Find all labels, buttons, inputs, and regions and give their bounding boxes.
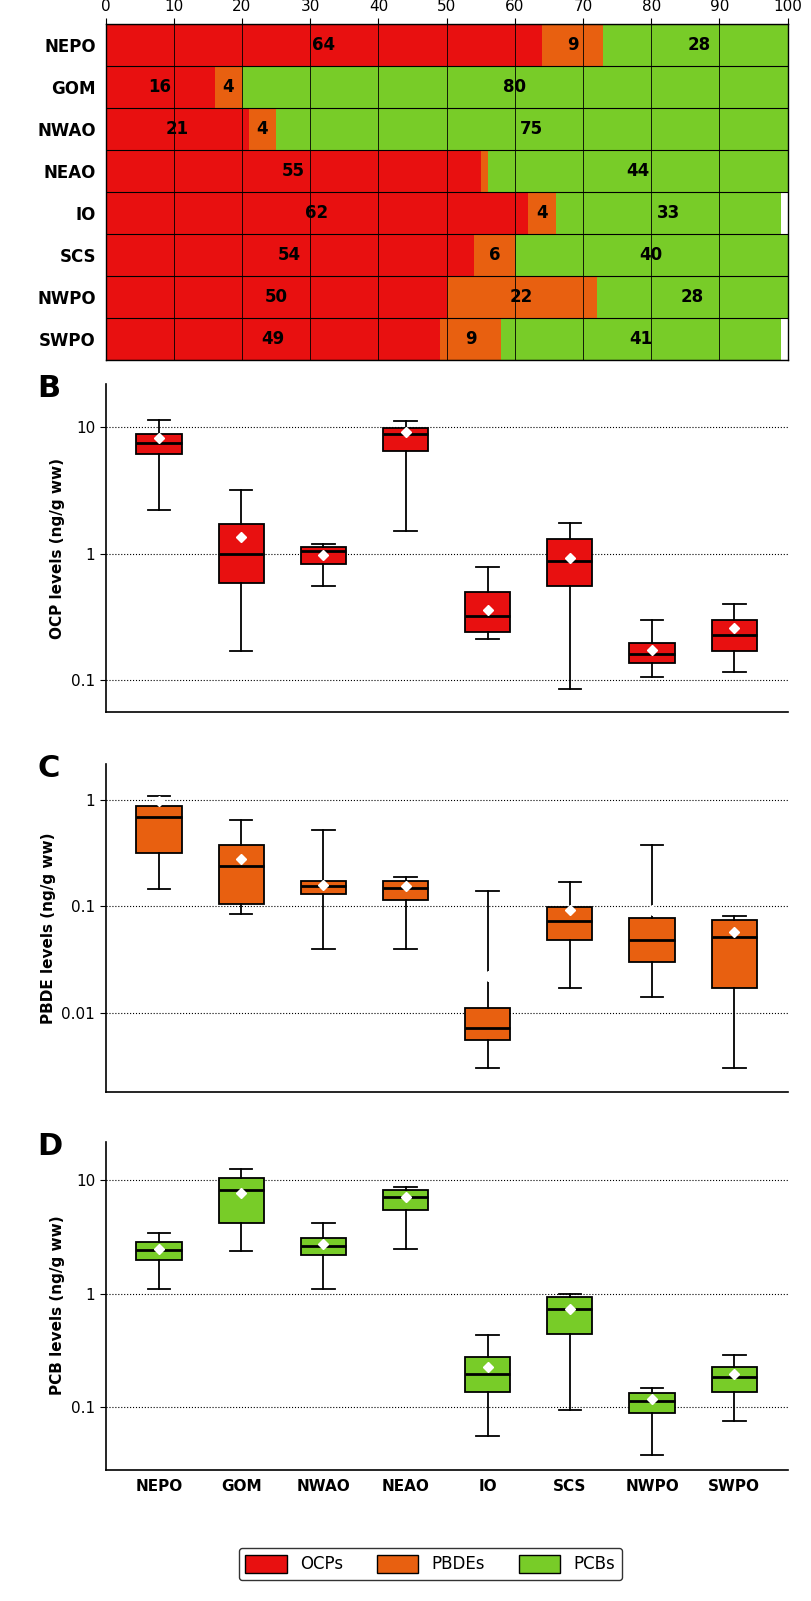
Text: 80: 80 bbox=[503, 78, 526, 96]
Text: 50: 50 bbox=[264, 288, 287, 306]
Text: 54: 54 bbox=[278, 247, 301, 264]
Text: 44: 44 bbox=[625, 162, 649, 179]
Legend: OCPs, PBDEs, PCBs: OCPs, PBDEs, PCBs bbox=[238, 1548, 621, 1580]
PathPatch shape bbox=[629, 644, 674, 663]
Text: 21: 21 bbox=[165, 120, 188, 138]
PathPatch shape bbox=[383, 1190, 427, 1210]
Text: 28: 28 bbox=[680, 288, 703, 306]
Bar bbox=[603, 24, 793, 66]
Text: 22: 22 bbox=[509, 288, 533, 306]
Text: 16: 16 bbox=[148, 78, 171, 96]
Bar bbox=[276, 109, 787, 150]
Text: 55: 55 bbox=[281, 162, 304, 179]
PathPatch shape bbox=[300, 1238, 345, 1255]
PathPatch shape bbox=[710, 1367, 756, 1393]
Text: 49: 49 bbox=[260, 330, 284, 347]
Text: B: B bbox=[37, 375, 60, 403]
Text: 4: 4 bbox=[535, 205, 547, 223]
PathPatch shape bbox=[218, 525, 264, 583]
PathPatch shape bbox=[136, 434, 182, 453]
Text: 41: 41 bbox=[629, 330, 652, 347]
Bar bbox=[440, 319, 500, 360]
Text: 64: 64 bbox=[312, 37, 335, 54]
Y-axis label: OCP levels (ng/g ww): OCP levels (ng/g ww) bbox=[50, 458, 66, 639]
Bar bbox=[105, 319, 440, 360]
PathPatch shape bbox=[465, 1358, 509, 1393]
Text: 75: 75 bbox=[520, 120, 543, 138]
PathPatch shape bbox=[300, 548, 345, 565]
PathPatch shape bbox=[383, 881, 427, 900]
PathPatch shape bbox=[300, 881, 345, 895]
PathPatch shape bbox=[629, 917, 674, 962]
Bar bbox=[214, 66, 242, 109]
Bar bbox=[542, 24, 603, 66]
Bar bbox=[105, 109, 248, 150]
PathPatch shape bbox=[547, 1297, 592, 1334]
Bar bbox=[446, 275, 596, 319]
Bar bbox=[105, 192, 528, 234]
PathPatch shape bbox=[710, 620, 756, 650]
Bar bbox=[480, 150, 487, 192]
Bar bbox=[474, 234, 514, 275]
Text: 40: 40 bbox=[639, 247, 662, 264]
PathPatch shape bbox=[547, 540, 592, 586]
PathPatch shape bbox=[629, 1393, 674, 1414]
Text: D: D bbox=[37, 1132, 62, 1161]
PathPatch shape bbox=[710, 919, 756, 988]
Bar bbox=[105, 234, 474, 275]
Bar bbox=[555, 192, 780, 234]
Text: 9: 9 bbox=[464, 330, 476, 347]
Text: 62: 62 bbox=[305, 205, 328, 223]
Text: 6: 6 bbox=[488, 247, 500, 264]
Bar bbox=[105, 150, 480, 192]
Text: 4: 4 bbox=[222, 78, 234, 96]
PathPatch shape bbox=[547, 908, 592, 940]
Text: 33: 33 bbox=[656, 205, 679, 223]
Bar bbox=[242, 66, 787, 109]
PathPatch shape bbox=[136, 805, 182, 853]
PathPatch shape bbox=[136, 1242, 182, 1260]
Text: 4: 4 bbox=[256, 120, 268, 138]
Bar bbox=[105, 66, 214, 109]
PathPatch shape bbox=[465, 1009, 509, 1041]
Text: 9: 9 bbox=[566, 37, 578, 54]
PathPatch shape bbox=[465, 591, 509, 632]
Bar bbox=[105, 275, 446, 319]
PathPatch shape bbox=[218, 1178, 264, 1223]
PathPatch shape bbox=[383, 427, 427, 451]
Bar bbox=[500, 319, 780, 360]
Y-axis label: PBDE levels (ng/g ww): PBDE levels (ng/g ww) bbox=[41, 833, 56, 1023]
PathPatch shape bbox=[218, 845, 264, 905]
Bar bbox=[514, 234, 787, 275]
Bar bbox=[248, 109, 276, 150]
Bar bbox=[596, 275, 787, 319]
Text: C: C bbox=[37, 754, 60, 783]
Text: 28: 28 bbox=[687, 37, 710, 54]
Y-axis label: PCB levels (ng/g ww): PCB levels (ng/g ww) bbox=[50, 1215, 66, 1396]
Bar bbox=[487, 150, 787, 192]
Bar bbox=[105, 24, 542, 66]
Bar bbox=[528, 192, 555, 234]
Text: A: A bbox=[37, 0, 61, 6]
